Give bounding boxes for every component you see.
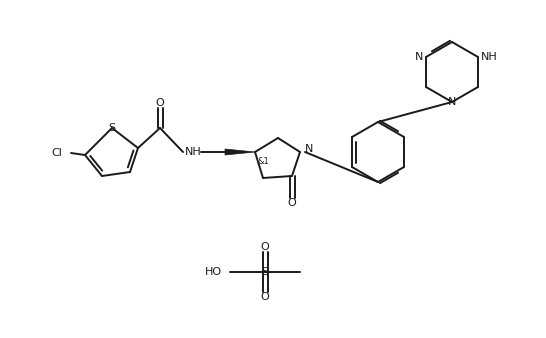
Text: S: S	[109, 123, 116, 133]
Text: O: O	[260, 292, 269, 302]
Polygon shape	[225, 149, 255, 155]
Text: N: N	[305, 144, 313, 154]
Text: N: N	[414, 52, 423, 62]
Text: Cl: Cl	[51, 148, 62, 158]
Text: &1: &1	[257, 158, 269, 167]
Text: NH: NH	[185, 147, 201, 157]
Text: O: O	[156, 98, 164, 108]
Text: N: N	[448, 97, 456, 107]
Text: S: S	[262, 267, 269, 277]
Text: NH: NH	[481, 52, 498, 62]
Text: O: O	[260, 242, 269, 252]
Text: HO: HO	[205, 267, 222, 277]
Text: O: O	[288, 198, 296, 208]
